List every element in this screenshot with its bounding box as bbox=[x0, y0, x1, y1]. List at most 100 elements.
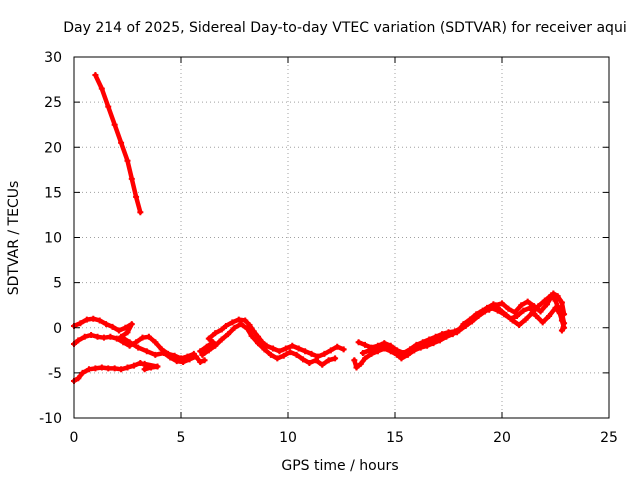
x-axis-label: GPS time / hours bbox=[281, 458, 398, 474]
data-point bbox=[270, 345, 277, 352]
data-point bbox=[516, 322, 523, 329]
y-axis-label: SDTVAR / TECUs bbox=[6, 181, 22, 296]
data-point bbox=[81, 333, 88, 340]
data-point bbox=[128, 175, 135, 182]
data-point bbox=[113, 335, 120, 342]
data-point bbox=[561, 311, 568, 318]
data-point bbox=[218, 336, 225, 343]
data-point bbox=[212, 342, 219, 349]
data-point bbox=[447, 330, 454, 337]
data-point bbox=[197, 359, 204, 366]
data-point bbox=[143, 348, 150, 355]
data-point bbox=[118, 139, 125, 146]
series-trace-9 bbox=[359, 290, 568, 359]
data-point bbox=[126, 342, 133, 349]
data-point bbox=[218, 326, 225, 333]
data-point bbox=[197, 348, 204, 355]
data-point bbox=[100, 334, 107, 341]
data-point bbox=[242, 317, 249, 324]
data-point bbox=[225, 331, 232, 338]
data-point bbox=[90, 315, 97, 322]
data-point bbox=[210, 339, 217, 346]
data-point bbox=[351, 357, 358, 364]
data-point bbox=[139, 334, 146, 341]
data-point bbox=[250, 328, 257, 335]
data-point bbox=[280, 352, 287, 359]
data-point bbox=[178, 355, 184, 362]
data-point bbox=[107, 333, 114, 340]
axis-ticks bbox=[73, 56, 610, 419]
data-point bbox=[267, 351, 274, 358]
data-point bbox=[83, 316, 90, 323]
data-point bbox=[362, 341, 369, 348]
data-point bbox=[130, 362, 137, 369]
data-point bbox=[171, 352, 178, 359]
data-point bbox=[503, 312, 510, 319]
data-point bbox=[105, 365, 112, 372]
data-point bbox=[466, 316, 473, 323]
data-point bbox=[308, 350, 315, 357]
data-point bbox=[79, 369, 86, 376]
data-point bbox=[499, 300, 505, 307]
y-tick-label: 30 bbox=[44, 50, 62, 66]
data-point bbox=[372, 344, 379, 351]
data-point bbox=[148, 364, 155, 371]
data-point bbox=[379, 341, 386, 348]
data-point bbox=[287, 349, 294, 356]
data-point bbox=[558, 327, 565, 334]
data-point bbox=[222, 322, 229, 329]
y-tick-label: 15 bbox=[44, 185, 62, 201]
data-point bbox=[255, 333, 262, 340]
data-point bbox=[505, 305, 512, 312]
data-point bbox=[492, 302, 499, 309]
data-point bbox=[237, 321, 244, 328]
data-point bbox=[201, 357, 208, 364]
data-point bbox=[135, 344, 142, 351]
data-point bbox=[111, 121, 118, 128]
data-point bbox=[537, 308, 544, 315]
x-tick-label: 25 bbox=[600, 430, 618, 446]
data-point bbox=[357, 360, 364, 367]
data-point bbox=[374, 348, 381, 355]
data-point bbox=[561, 320, 568, 327]
data-point bbox=[546, 313, 553, 320]
data-point bbox=[235, 316, 242, 323]
data-point bbox=[103, 321, 110, 328]
y-tick-label: 0 bbox=[53, 321, 62, 337]
series-line bbox=[360, 291, 567, 358]
data-point bbox=[246, 322, 253, 329]
data-point bbox=[75, 337, 82, 344]
data-point bbox=[524, 298, 531, 305]
data-point bbox=[229, 319, 236, 326]
data-point bbox=[496, 306, 503, 313]
data-point bbox=[428, 338, 435, 345]
data-point bbox=[128, 321, 135, 328]
data-point bbox=[340, 346, 347, 353]
data-point bbox=[124, 329, 131, 336]
data-point bbox=[402, 350, 409, 357]
y-tick-label: -10 bbox=[39, 411, 62, 427]
data-point bbox=[454, 329, 461, 336]
data-point bbox=[368, 350, 375, 357]
data-point bbox=[295, 345, 302, 352]
series-line bbox=[200, 321, 338, 368]
data-point bbox=[539, 319, 546, 326]
data-point bbox=[473, 311, 480, 318]
data-point bbox=[244, 325, 251, 332]
data-point bbox=[154, 363, 161, 370]
data-point bbox=[75, 375, 82, 382]
tick-labels: 0 5 10 15 20 25 -10 -5 0 5 10 15 20 25 30 bbox=[39, 50, 618, 446]
data-point bbox=[392, 348, 398, 355]
data-point bbox=[366, 347, 373, 354]
data-point bbox=[77, 320, 84, 327]
x-tick-label: 10 bbox=[279, 430, 297, 446]
data-point bbox=[511, 309, 518, 316]
series-line bbox=[93, 72, 143, 215]
data-point bbox=[355, 339, 362, 346]
data-point bbox=[509, 317, 516, 324]
data-point bbox=[306, 359, 313, 366]
series-trace-5 bbox=[197, 316, 347, 360]
series-trace-4 bbox=[71, 359, 161, 384]
data-point bbox=[190, 350, 197, 357]
